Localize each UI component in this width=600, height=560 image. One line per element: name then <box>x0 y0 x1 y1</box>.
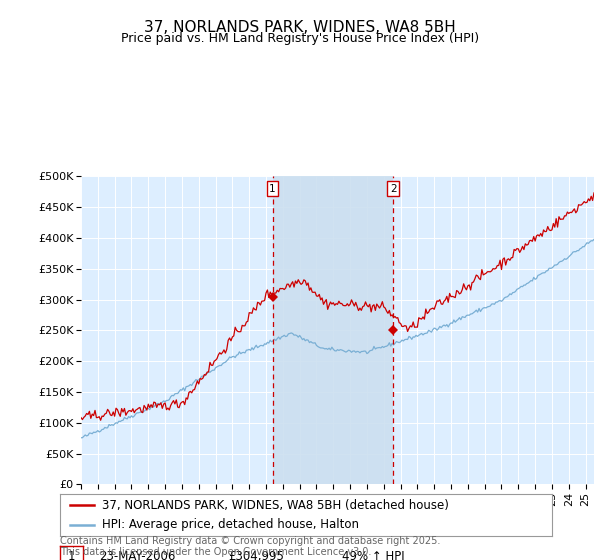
Text: Contains HM Land Registry data © Crown copyright and database right 2025.
This d: Contains HM Land Registry data © Crown c… <box>60 535 440 557</box>
Text: 37, NORLANDS PARK, WIDNES, WA8 5BH: 37, NORLANDS PARK, WIDNES, WA8 5BH <box>144 20 456 35</box>
Text: HPI: Average price, detached house, Halton: HPI: Average price, detached house, Halt… <box>102 518 359 531</box>
Text: 1: 1 <box>68 549 75 560</box>
Text: 1: 1 <box>269 184 276 194</box>
Text: 49% ↑ HPI: 49% ↑ HPI <box>342 549 404 560</box>
Text: Price paid vs. HM Land Registry's House Price Index (HPI): Price paid vs. HM Land Registry's House … <box>121 32 479 45</box>
Bar <box>272 176 393 484</box>
Text: 37, NORLANDS PARK, WIDNES, WA8 5BH (detached house): 37, NORLANDS PARK, WIDNES, WA8 5BH (deta… <box>102 499 449 512</box>
Text: £304,995: £304,995 <box>228 549 284 560</box>
Text: 23-MAY-2006: 23-MAY-2006 <box>99 549 175 560</box>
Text: 2: 2 <box>390 184 397 194</box>
